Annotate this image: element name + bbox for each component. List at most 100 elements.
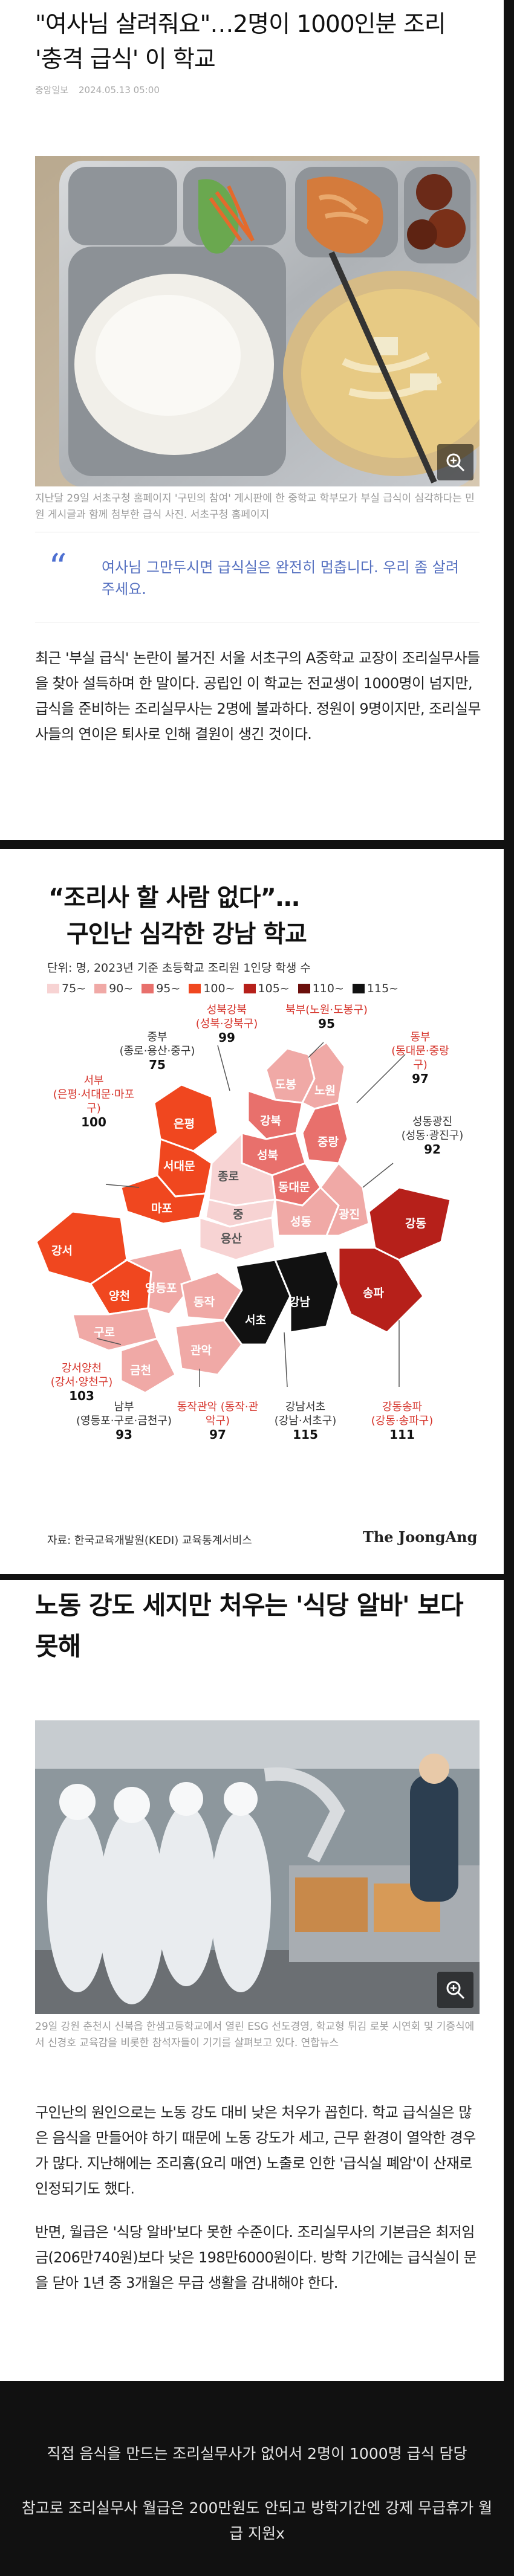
map-label-mapo: 마포 xyxy=(151,1202,172,1215)
legend-label: 75~ xyxy=(62,982,86,995)
leader-line xyxy=(105,1184,140,1188)
legend-item: 105~ xyxy=(243,982,290,995)
district-stat-seongbuk-gangbuk: 성북강북 (성북·강북구) 99 xyxy=(195,1004,258,1045)
legend-swatch xyxy=(243,984,256,993)
leader-line xyxy=(96,1338,122,1345)
district-stat-south: 남부 (영등포·구로·금천구) 93 xyxy=(76,1401,172,1442)
map-label-seocho: 서초 xyxy=(245,1314,266,1327)
district-stat-gangseo-yangcheon: 강서양천 (강서·양천구) 103 xyxy=(50,1362,113,1403)
legend-item: 75~ xyxy=(47,982,86,995)
legend-swatch xyxy=(352,984,365,993)
map-label-yeongdeungpo: 영등포 xyxy=(145,1282,177,1295)
map-gangnam xyxy=(273,1250,340,1334)
leader-line xyxy=(308,1042,324,1058)
infographic-source: 자료: 한국교육개발원(KEDI) 교육통계서비스 xyxy=(47,1534,252,1547)
legend-item: 110~ xyxy=(298,982,344,995)
legend-item: 115~ xyxy=(352,982,399,995)
map-label-seodaemun: 서대문 xyxy=(163,1160,195,1173)
zoom-in-icon xyxy=(446,453,465,472)
district-stat-central: 중부 (종로·용산·중구) 75 xyxy=(119,1031,195,1072)
map-label-guro: 구로 xyxy=(94,1326,115,1339)
map-songpa xyxy=(337,1247,425,1334)
legend-label: 110~ xyxy=(312,982,344,995)
leader-line xyxy=(356,1054,406,1103)
legend-label: 95~ xyxy=(156,982,181,995)
map-label-gangdong: 강동 xyxy=(405,1217,426,1230)
cooking-robot-photo xyxy=(35,1720,480,2014)
article-paragraph-3: 반면, 월급은 '식당 알바'보다 못한 수준이다. 조리실무사의 기본급은 최… xyxy=(35,2224,477,2291)
leader-line xyxy=(217,1045,230,1091)
legend-item: 90~ xyxy=(94,982,133,995)
legend-label: 105~ xyxy=(258,982,290,995)
kitchen-scene-illustration xyxy=(35,1720,480,2014)
article-paragraph-2: 구인난의 원인으로는 노동 강도 대비 낮은 처우가 꼽힌다. 학교 급식실은 … xyxy=(35,2104,476,2197)
article-headline: "여사님 살려줘요"…2명이 1000인분 조리 '충격 급식' 이 학교 xyxy=(35,11,446,73)
map-label-gangnam: 강남 xyxy=(289,1296,310,1309)
post-comment-line-2: 참고로 조리실무사 월급은 200만원도 안되고 방학기간엔 강제 무급휴가 월… xyxy=(21,2499,493,2542)
map-label-yongsan: 용산 xyxy=(221,1232,242,1245)
map-label-seongdong: 성동 xyxy=(290,1215,311,1228)
map-label-dobong: 도봉 xyxy=(275,1078,296,1091)
zoom-image-button[interactable] xyxy=(437,1972,473,2008)
article-paragraph: 최근 '부실 급식' 논란이 불거진 서울 서초구의 A중학교 교장이 조리실무… xyxy=(35,650,481,743)
leader-line xyxy=(284,1332,288,1387)
photo-caption-2: 29일 강원 춘천시 신북읍 한샘고등학교에서 열린 ESG 선도경영, 학교형… xyxy=(35,2021,475,2049)
map-label-dongjak: 동작 xyxy=(194,1296,215,1309)
quote-mark-icon: “ xyxy=(48,546,67,589)
post-comment-line-1: 직접 음식을 만드는 조리실무사가 없어서 2명이 1000명 급식 담당 xyxy=(47,2445,467,2462)
infographic-subtitle: 구인난 심각한 강남 학교 xyxy=(67,920,307,948)
map-label-dongdaemun: 동대문 xyxy=(278,1181,310,1194)
legend-label: 90~ xyxy=(109,982,134,995)
district-stat-gangdong-songpa: 강동송파 (강동·송파구) 111 xyxy=(371,1401,434,1442)
legend-swatch xyxy=(47,984,59,993)
map-label-jung: 중 xyxy=(233,1208,244,1221)
zoom-image-button[interactable] xyxy=(437,444,473,480)
map-label-geumcheon: 금천 xyxy=(130,1364,151,1377)
legend-item: 100~ xyxy=(189,982,235,995)
district-stat-seongdong-gwangjin: 성동광진 (성동·광진구) 92 xyxy=(401,1115,464,1157)
map-label-jongno: 종로 xyxy=(218,1170,239,1183)
map-label-seongbuk: 성북 xyxy=(257,1149,278,1162)
map-label-nowon: 노원 xyxy=(314,1084,336,1097)
map-label-gangbuk: 강북 xyxy=(260,1114,281,1128)
article-source: 중앙일보 xyxy=(35,85,69,95)
map-mapo xyxy=(120,1174,207,1225)
article-date: 2024.05.13 05:00 xyxy=(78,85,160,95)
map-label-gwangjin: 광진 xyxy=(339,1208,360,1221)
leader-line xyxy=(362,1163,394,1188)
quote-text: 여사님 그만두시면 급식실은 완전히 멈춥니다. 우리 좀 살려주세요. xyxy=(102,559,459,598)
legend-label: 100~ xyxy=(203,982,235,995)
district-stat-north: 북부(노원·도봉구) 95 xyxy=(285,1004,368,1031)
legend-swatch xyxy=(189,984,201,993)
district-stat-dongjak-gwanak: 동작관악 (동작·관악구) 97 xyxy=(177,1401,259,1442)
legend-item: 95~ xyxy=(142,982,180,995)
section-headline: 노동 강도 세지만 처우는 '식당 알바' 보다 못해 xyxy=(35,1590,464,1661)
article-meta: 중앙일보 2024.05.13 05:00 xyxy=(35,83,167,96)
map-label-songpa: 송파 xyxy=(363,1286,384,1300)
map-label-jungnang: 중랑 xyxy=(317,1135,339,1149)
publisher-logo: The JoongAng xyxy=(363,1528,478,1546)
infographic-card: “조리사 할 사람 없다”… 구인난 심각한 강남 학교 단위: 명, 2023… xyxy=(0,849,504,1574)
district-stat-east: 동부 (동대문·중랑구) 97 xyxy=(391,1031,449,1086)
map-geumcheon xyxy=(120,1337,177,1394)
article-card-1: "여사님 살려줘요"…2명이 1000인분 조리 '충격 급식' 이 학교 중앙… xyxy=(0,0,504,840)
map-label-gangseo: 강서 xyxy=(51,1244,73,1257)
district-stat-gangnam-seocho: 강남서초 (강남·서초구) 115 xyxy=(274,1401,337,1442)
zoom-in-icon xyxy=(446,1981,465,2000)
district-stat-west: 서부 (은평·서대문·마포구) 100 xyxy=(53,1074,135,1129)
map-gwanak xyxy=(174,1319,243,1376)
legend: 75~ 90~ 95~ 100~ 105~ 110~ 115~ xyxy=(47,982,399,995)
legend-label: 115~ xyxy=(366,982,399,995)
map-label-gwanak: 관악 xyxy=(190,1344,212,1357)
lunch-tray-illustration xyxy=(35,156,480,486)
legend-swatch xyxy=(94,984,107,993)
school-lunch-tray-photo xyxy=(35,156,480,486)
legend-swatch xyxy=(142,984,154,993)
photo-caption: 지난달 29일 서초구청 홈페이지 '구민의 참여' 게시판에 한 중학교 학부… xyxy=(35,492,475,521)
map-gwangjin xyxy=(319,1161,370,1237)
map-yeongdeungpo xyxy=(124,1247,195,1315)
map-label-eunpyeong: 은평 xyxy=(174,1117,195,1131)
infographic-unit: 단위: 명, 2023년 기준 초등학교 조리원 1인당 학생 수 xyxy=(47,961,311,975)
legend-swatch xyxy=(298,984,310,993)
pull-quote: “ 여사님 그만두시면 급식실은 완전히 멈춥니다. 우리 좀 살려주세요. xyxy=(35,532,480,622)
